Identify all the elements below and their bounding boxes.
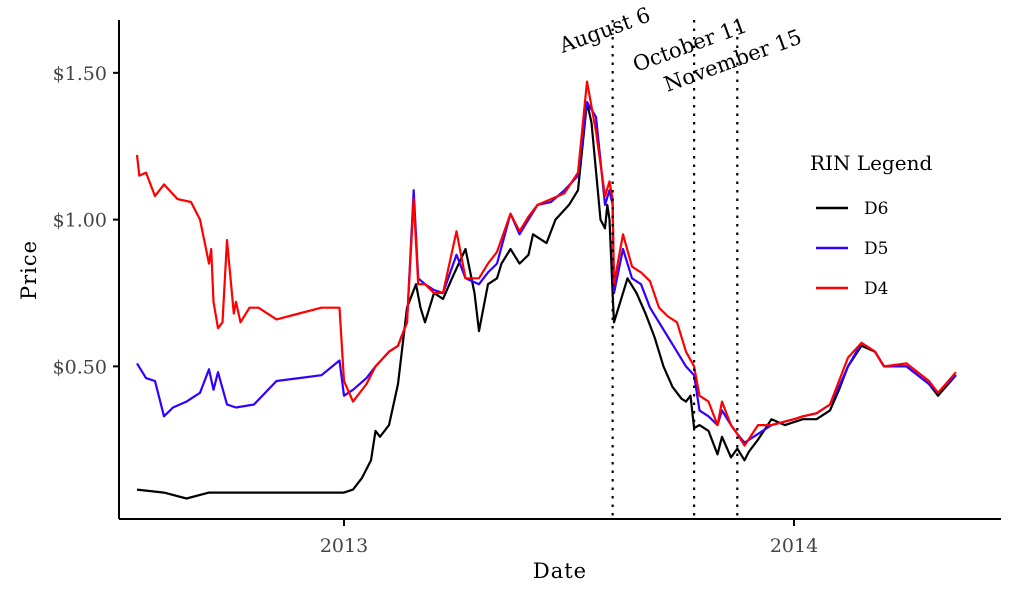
series-line-d4	[135, 80, 957, 447]
y-tick-label: $1.00	[53, 210, 107, 232]
y-tick-label: $0.50	[53, 356, 107, 378]
x-tick-label: 2014	[770, 535, 818, 557]
y-axis-ticks: $0.50 $1.00 $1.50	[53, 63, 119, 378]
y-axis-title: Price	[17, 240, 41, 300]
series-layer	[135, 80, 957, 500]
legend-label-d6: D6	[864, 199, 888, 219]
x-axis-title: Date	[533, 559, 587, 583]
legend-label-d5: D5	[864, 239, 888, 259]
series-line-d6	[136, 101, 957, 500]
legend-title: RIN Legend	[810, 151, 932, 175]
x-axis-ticks: 2013 2014	[320, 519, 818, 557]
y-tick-label: $1.50	[53, 63, 107, 85]
legend-items: D6 D5 D4	[816, 199, 888, 299]
event-lines	[611, 20, 739, 519]
legend-label-d4: D4	[864, 279, 888, 299]
x-tick-label: 2013	[320, 535, 368, 557]
event-label-1: August 6	[555, 3, 653, 58]
legend: RIN Legend D6 D5 D4	[810, 151, 932, 299]
